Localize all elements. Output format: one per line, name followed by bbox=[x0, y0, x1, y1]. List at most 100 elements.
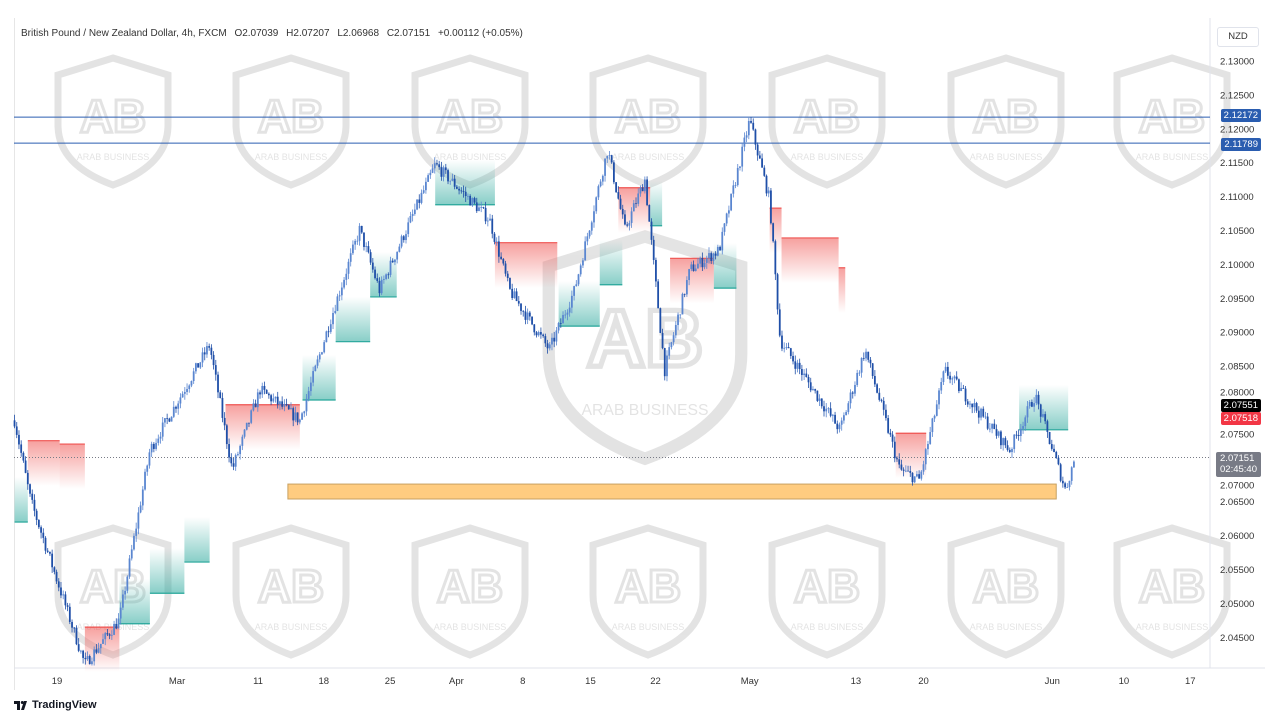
candle-body bbox=[685, 280, 688, 295]
candle-body bbox=[827, 408, 830, 410]
time-tick-label: 15 bbox=[585, 676, 596, 687]
watermark-text: ARAB BUSINESS bbox=[1136, 152, 1209, 162]
watermark-mark: AB bbox=[615, 560, 681, 612]
candle-body bbox=[511, 288, 514, 298]
candle-body bbox=[756, 144, 759, 156]
tradingview-logo[interactable]: TradingView bbox=[14, 699, 97, 711]
time-tick-label: 8 bbox=[520, 676, 525, 687]
candle-body bbox=[723, 223, 726, 232]
candle-body bbox=[274, 396, 277, 399]
candle-body bbox=[73, 627, 76, 629]
candle-body bbox=[909, 470, 912, 473]
candle-body bbox=[814, 389, 817, 391]
candle-body bbox=[230, 457, 233, 464]
candle-body bbox=[365, 246, 368, 247]
bar-countdown: 02:45:40 bbox=[1220, 464, 1257, 475]
candle-body bbox=[849, 392, 852, 404]
candle-body bbox=[425, 181, 427, 191]
symbol-title[interactable]: British Pound / New Zealand Dollar, 4h, … bbox=[21, 28, 227, 39]
candle-body bbox=[57, 581, 60, 588]
candle-body bbox=[62, 594, 65, 596]
candle-body bbox=[758, 155, 761, 159]
candle-body bbox=[79, 650, 82, 652]
candle-body bbox=[462, 191, 465, 192]
candle-body bbox=[710, 253, 713, 262]
currency-button[interactable]: NZD bbox=[1217, 27, 1259, 47]
candle-body bbox=[1028, 402, 1031, 407]
candle-body bbox=[168, 418, 171, 422]
watermark-shield-icon bbox=[232, 54, 350, 189]
candle-body bbox=[159, 436, 162, 439]
watermark-mark: AB bbox=[794, 560, 860, 612]
candle-body bbox=[725, 213, 728, 224]
candle-body bbox=[290, 408, 292, 410]
candle-body bbox=[774, 241, 777, 275]
candle-body bbox=[785, 347, 788, 348]
candle-body bbox=[303, 411, 306, 414]
candle-body bbox=[601, 175, 604, 182]
candle-body bbox=[705, 258, 708, 263]
candle-body bbox=[360, 225, 363, 233]
candle-body bbox=[1006, 445, 1009, 450]
candle-body bbox=[316, 359, 319, 366]
candle-body bbox=[524, 311, 527, 320]
candle-body bbox=[677, 314, 679, 326]
candle-body bbox=[834, 414, 836, 424]
watermark-shield-icon bbox=[768, 524, 886, 659]
watermark-mark: AB bbox=[80, 90, 146, 142]
candle-body bbox=[809, 382, 812, 391]
candle-body bbox=[150, 443, 153, 453]
candle-body bbox=[1008, 449, 1011, 453]
candle-body bbox=[1026, 406, 1029, 418]
candle-body bbox=[670, 342, 673, 348]
candle-body bbox=[610, 155, 613, 163]
candle-body bbox=[296, 412, 299, 423]
candle-body bbox=[624, 214, 626, 225]
candle-body bbox=[506, 273, 509, 278]
watermark: AB ARAB BUSINESS bbox=[589, 524, 707, 659]
candle-body bbox=[955, 376, 958, 380]
candle-body bbox=[206, 346, 208, 355]
candle-body bbox=[413, 209, 416, 214]
candle-body bbox=[570, 295, 573, 308]
candle-body bbox=[929, 432, 932, 444]
candle-body bbox=[292, 408, 295, 421]
candle-body bbox=[778, 309, 781, 336]
black-price-label: 2.07551 bbox=[1220, 399, 1261, 412]
candle-body bbox=[88, 656, 91, 665]
candle-body bbox=[856, 372, 859, 385]
candle-body bbox=[907, 470, 909, 472]
candle-body bbox=[1053, 448, 1055, 452]
candle-body bbox=[376, 278, 379, 281]
candle-body bbox=[1019, 428, 1022, 437]
chart-legend: British Pound / New Zealand Dollar, 4h, … bbox=[21, 28, 528, 39]
candle-body bbox=[119, 607, 122, 619]
candle-body bbox=[902, 469, 905, 471]
candle-body bbox=[155, 442, 157, 449]
watermark-text: ARAB BUSINESS bbox=[77, 152, 150, 162]
candle-body bbox=[904, 470, 907, 472]
bear-band-fill bbox=[27, 440, 60, 486]
candle-body bbox=[588, 230, 591, 237]
candle-body bbox=[210, 347, 213, 355]
candle-body bbox=[338, 295, 341, 297]
candle-body bbox=[170, 416, 173, 422]
time-tick-label: 10 bbox=[1119, 676, 1130, 687]
candle-body bbox=[305, 398, 308, 412]
candle-body bbox=[575, 284, 578, 287]
candle-body bbox=[394, 259, 396, 263]
candle-body bbox=[958, 379, 960, 392]
candle-body bbox=[93, 649, 96, 662]
candle-body bbox=[190, 381, 193, 386]
candle-body bbox=[122, 594, 124, 608]
candle-body bbox=[1048, 431, 1051, 445]
candle-body bbox=[993, 423, 996, 430]
candle-body bbox=[455, 186, 458, 189]
candle-body bbox=[982, 408, 985, 417]
candle-body bbox=[754, 129, 757, 145]
candle-body bbox=[648, 205, 651, 222]
candle-body bbox=[327, 331, 330, 333]
watermark: AB ARAB BUSINESS bbox=[589, 54, 707, 189]
watermark-mark: AB bbox=[1139, 90, 1205, 142]
